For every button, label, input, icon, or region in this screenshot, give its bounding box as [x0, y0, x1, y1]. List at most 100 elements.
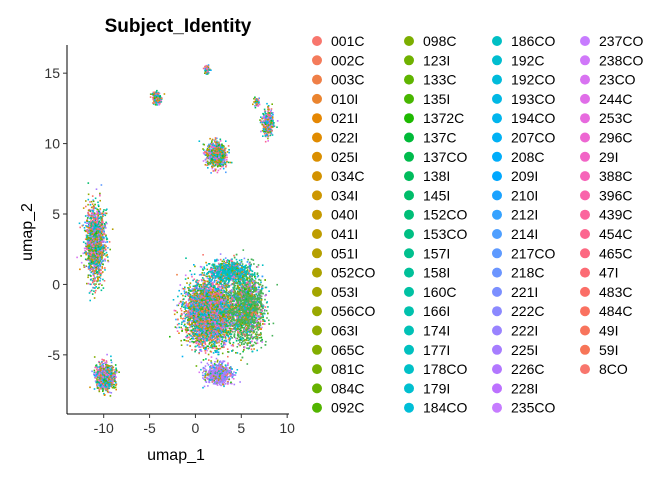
data-point [94, 238, 97, 240]
data-point [99, 193, 101, 196]
data-point [200, 300, 202, 302]
data-point [94, 291, 96, 294]
data-point [228, 341, 231, 343]
data-point [104, 260, 106, 262]
data-point [181, 287, 184, 290]
data-point [210, 356, 213, 358]
data-point [104, 385, 106, 388]
data-point [193, 278, 196, 281]
data-point [97, 214, 99, 217]
data-point [93, 373, 95, 375]
data-point [102, 250, 105, 252]
data-point [102, 263, 104, 265]
data-point [101, 252, 104, 255]
data-point [105, 363, 107, 366]
data-point [206, 277, 209, 280]
data-point [203, 342, 205, 344]
data-point [213, 339, 215, 341]
data-point [94, 232, 96, 235]
data-point [97, 212, 99, 214]
data-point [110, 392, 113, 394]
data-point [114, 373, 116, 375]
data-point [100, 381, 102, 384]
data-point [101, 257, 103, 260]
data-point [213, 336, 215, 339]
data-point [106, 389, 109, 391]
data-point [79, 268, 81, 271]
data-point [183, 306, 185, 308]
data-point [229, 325, 231, 328]
data-point [204, 288, 206, 291]
data-point [114, 386, 117, 389]
data-point [94, 380, 97, 382]
data-point [98, 374, 101, 377]
data-point [99, 277, 102, 280]
data-point [89, 258, 92, 260]
data-point [93, 253, 95, 256]
data-point [215, 336, 218, 339]
data-point [100, 212, 103, 215]
data-point [174, 310, 177, 312]
data-point [220, 288, 222, 291]
data-point [90, 252, 93, 255]
data-point [95, 236, 98, 239]
data-point [232, 305, 235, 307]
data-point [191, 323, 193, 326]
data-point [89, 235, 91, 238]
data-point [183, 311, 186, 313]
data-point [115, 384, 117, 387]
data-point [94, 215, 97, 218]
data-point [84, 242, 87, 245]
data-point [98, 230, 101, 232]
data-point [92, 286, 94, 289]
data-point [195, 345, 197, 348]
data-point [222, 333, 224, 336]
data-point [95, 222, 97, 225]
data-point [83, 252, 86, 254]
data-point [197, 340, 200, 343]
data-point [212, 287, 215, 290]
data-point [99, 379, 102, 381]
data-point [97, 244, 100, 246]
data-point [105, 380, 108, 382]
data-point [84, 258, 87, 261]
data-point [85, 253, 87, 256]
data-point [180, 344, 183, 346]
data-point [99, 208, 102, 210]
data-point [98, 261, 100, 264]
data-point [188, 287, 190, 290]
data-point [95, 226, 97, 229]
data-point [96, 229, 99, 232]
data-point [235, 340, 238, 342]
data-point [86, 282, 88, 285]
data-point [95, 235, 98, 237]
data-point [98, 366, 100, 368]
data-point [113, 387, 116, 389]
data-point [96, 228, 99, 230]
data-point [97, 245, 100, 247]
data-point [220, 345, 223, 348]
data-point [191, 337, 193, 340]
data-point [86, 229, 88, 231]
data-point [91, 226, 94, 229]
data-point [93, 371, 96, 374]
data-point [211, 343, 213, 346]
data-point [113, 369, 115, 371]
data-point [103, 392, 105, 395]
data-point [101, 224, 103, 227]
data-point [97, 387, 99, 389]
data-point [105, 362, 108, 364]
data-point [97, 216, 99, 218]
data-point [111, 376, 114, 378]
data-point [87, 232, 89, 234]
data-point [202, 254, 204, 256]
data-point [107, 365, 109, 367]
data-point [204, 283, 206, 285]
data-point [195, 342, 198, 345]
data-point [92, 281, 94, 284]
data-point [106, 208, 108, 211]
data-point [106, 222, 108, 225]
data-point [100, 365, 102, 367]
data-point [101, 226, 104, 229]
